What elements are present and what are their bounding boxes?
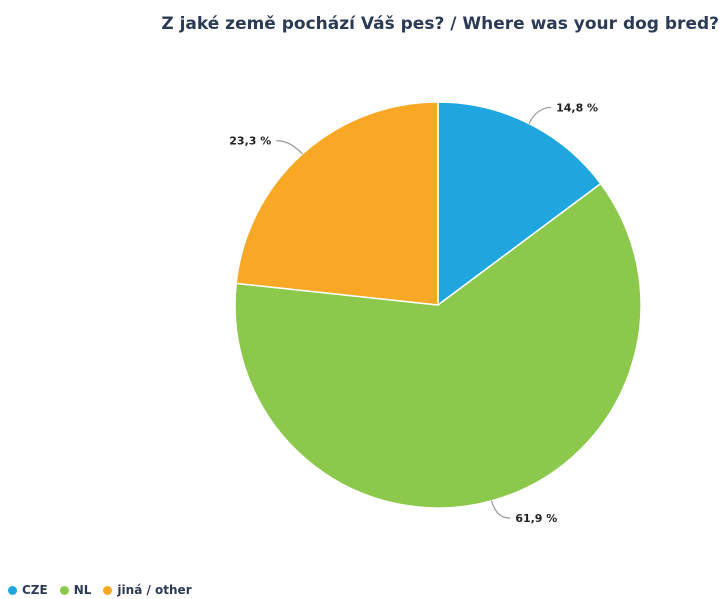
legend-item-nl[interactable]: NL: [59, 583, 92, 597]
legend-swatch-nl: [59, 585, 69, 595]
legend: CZE NL jiná / other: [8, 583, 192, 597]
chart-title: Z jaké země pochází Váš pes? / Where was…: [161, 14, 719, 34]
leader-line-cze: [528, 106, 552, 124]
pie-chart: 14,8 % 61,9 % 23,3 %: [229, 101, 642, 525]
legend-item-cze[interactable]: CZE: [8, 583, 48, 597]
legend-label-other: jiná / other: [117, 583, 192, 597]
data-label-cze: 14,8 %: [556, 101, 598, 114]
pie-slice-other[interactable]: [235, 101, 439, 306]
leader-line-nl: [490, 500, 511, 519]
legend-item-other[interactable]: jiná / other: [103, 583, 192, 597]
leader-line-other: [276, 140, 303, 155]
legend-swatch-cze: [8, 585, 17, 595]
legend-label-nl: NL: [73, 583, 92, 597]
data-label-nl: 61,9 %: [515, 512, 557, 525]
legend-swatch-other: [103, 585, 113, 595]
legend-label-cze: CZE: [22, 583, 48, 597]
pie-slice-nl[interactable]: [234, 182, 642, 509]
data-label-other: 23,3 %: [229, 135, 271, 148]
